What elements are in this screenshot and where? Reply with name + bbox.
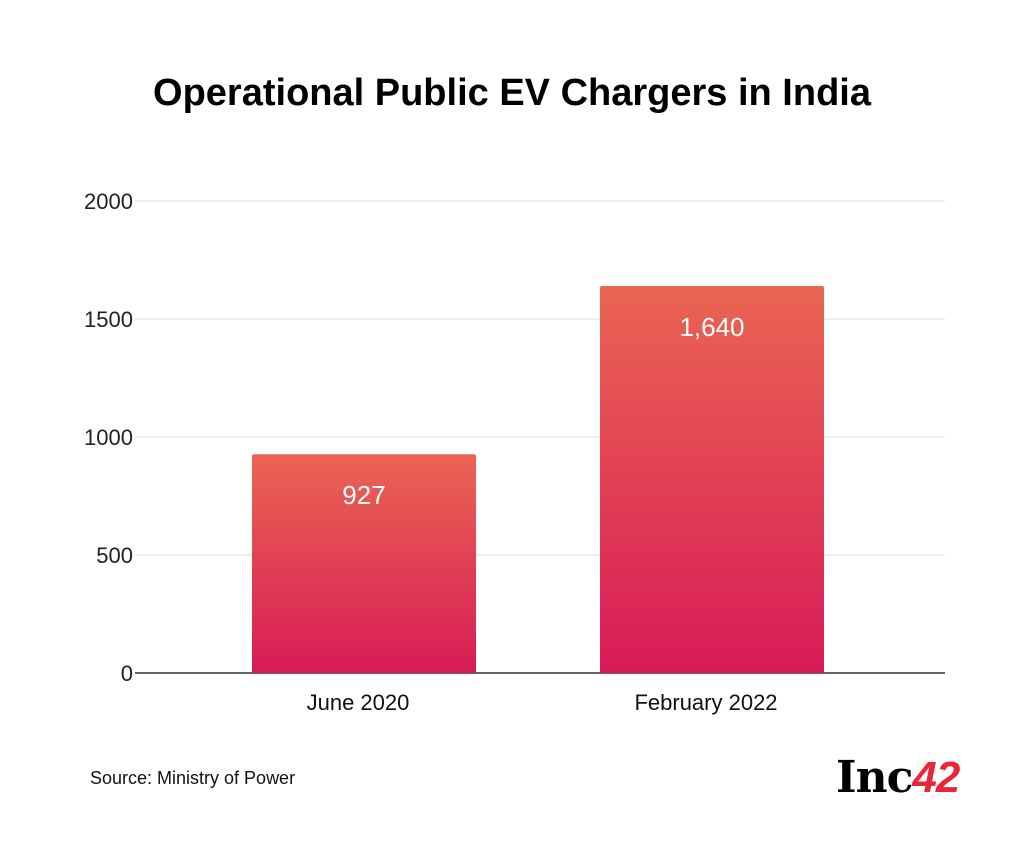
- y-tick-label: 0: [121, 661, 133, 686]
- y-tick-label: 1500: [84, 307, 133, 332]
- data-label: 927: [342, 480, 385, 510]
- chart-title: Operational Public EV Chargers in India: [153, 72, 871, 114]
- y-tick-label: 1000: [84, 425, 133, 450]
- bar: [252, 454, 476, 673]
- inc42-logo: Inc42: [836, 752, 960, 803]
- x-tick-label: June 2020: [307, 690, 410, 715]
- bar: [600, 285, 824, 673]
- source-note: Source: Ministry of Power: [90, 768, 296, 788]
- y-tick-label: 500: [96, 543, 133, 568]
- data-label: 1,640: [679, 312, 744, 342]
- y-tick-label: 2000: [84, 189, 133, 214]
- x-tick-label: February 2022: [634, 690, 777, 715]
